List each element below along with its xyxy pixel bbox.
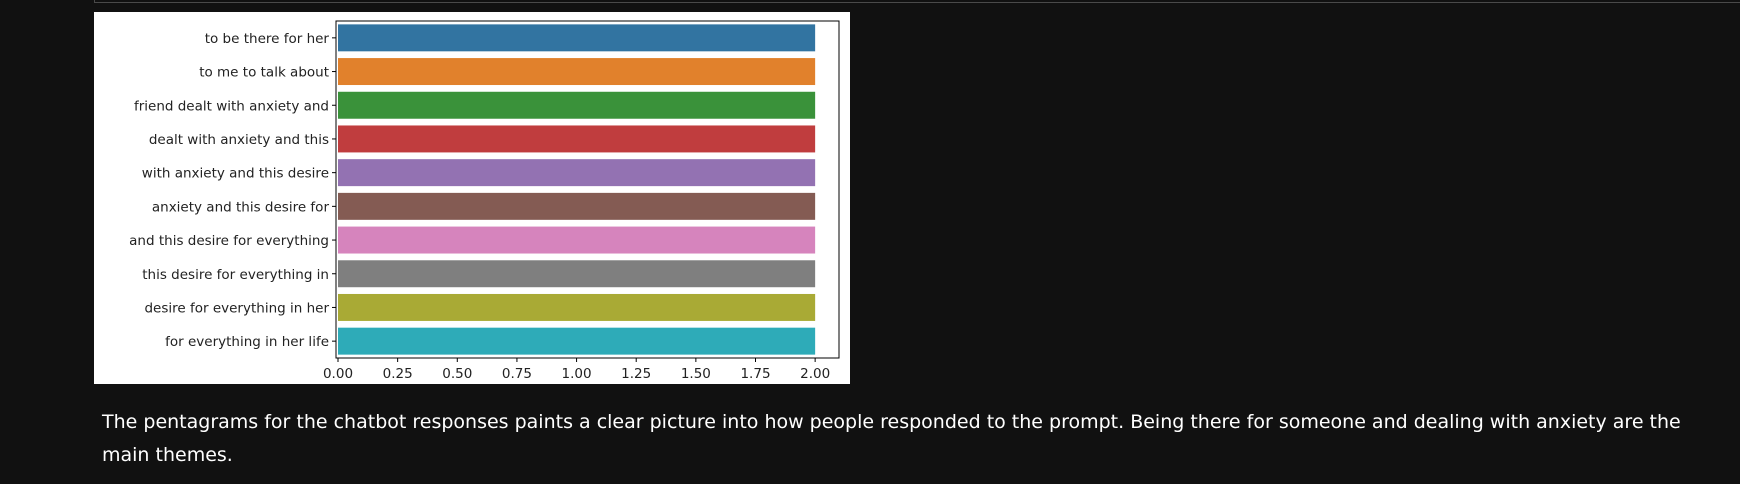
y-tick-label: friend dealt with anxiety and	[134, 98, 329, 114]
bar-chart: to be there for her to me to talk about fr…	[129, 20, 840, 382]
x-tick-label: 0.50	[442, 366, 472, 382]
x-tick-label: 0.75	[502, 366, 532, 382]
x-tick-label: 1.25	[621, 366, 651, 382]
y-tick-label: for everything in her life	[165, 334, 329, 350]
bar-10	[338, 327, 816, 355]
y-tick-label: and this desire for everything	[129, 233, 329, 249]
bar-8	[338, 260, 816, 288]
y-tick-label: with anxiety and this desire	[142, 166, 329, 182]
x-tick-label: 0.00	[323, 366, 353, 382]
x-tick-label: 1.50	[681, 366, 711, 382]
y-tick-label: this desire for everything in	[142, 267, 329, 283]
y-tick-label: dealt with anxiety and this	[149, 132, 329, 148]
chart-panel: to be there for her to me to talk about fr…	[94, 12, 850, 384]
bar-4	[338, 125, 816, 153]
previous-cell-border	[94, 0, 1740, 3]
bar-3	[338, 91, 816, 119]
bar-1	[338, 24, 816, 52]
analysis-caption: The pentagrams for the chatbot responses…	[102, 411, 1681, 466]
x-tick-label: 2.00	[800, 366, 830, 382]
y-tick-label: desire for everything in her	[144, 300, 329, 316]
x-tick-label: 1.75	[740, 366, 770, 382]
bar-5	[338, 159, 816, 187]
y-tick-label: to be there for her	[205, 31, 330, 47]
bar-9	[338, 293, 816, 321]
bar-7	[338, 226, 816, 254]
bar-2	[338, 58, 816, 86]
y-tick-label: anxiety and this desire for	[152, 199, 330, 215]
y-tick-label: to me to talk about	[199, 65, 329, 81]
x-tick-label: 0.25	[383, 366, 413, 382]
bar-6	[338, 192, 816, 220]
plot-frame	[335, 20, 840, 359]
x-tick-label: 1.00	[562, 366, 592, 382]
